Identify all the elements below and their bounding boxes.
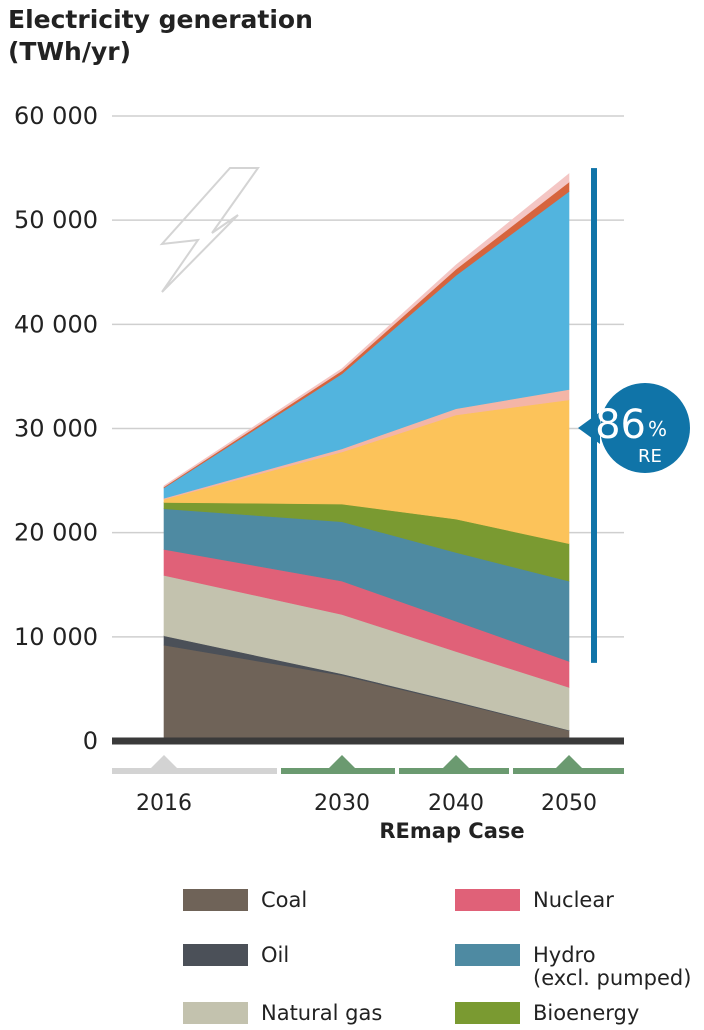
chart-title-unit: (TWh/yr)	[8, 37, 131, 66]
y-tick-label: 30 000	[14, 415, 98, 443]
legend: Coal Nuclear Oil Hydro(excl. pumped) Natural…	[183, 888, 691, 1025]
y-tick-label: 60 000	[14, 102, 98, 130]
y-tick-label: 40 000	[14, 310, 98, 338]
timeline-marker-2050	[555, 755, 583, 769]
re-share-unit: %	[648, 417, 667, 441]
y-tick-label: 20 000	[14, 519, 98, 547]
re-share-bar	[591, 168, 597, 663]
legend-label-nuclear: Nuclear	[533, 888, 614, 912]
re-badge-pointer	[578, 412, 600, 444]
legend-swatch-oil	[183, 944, 248, 966]
legend-swatch-hydro	[455, 944, 520, 966]
timeline-segment-base	[112, 768, 277, 774]
x-axis-tick-labels: 2016 2030 2040 2050	[136, 791, 597, 816]
timeline-segment-2040	[399, 768, 509, 774]
re-share-label: RE	[638, 446, 662, 467]
stacked-areas	[163, 173, 570, 742]
re-share-value: 86	[595, 402, 646, 448]
x-tick-label: 2016	[136, 791, 192, 816]
timeline-marker-2016	[150, 755, 178, 769]
re-share-badge	[600, 383, 690, 473]
legend-label-oil: Oil	[261, 943, 289, 967]
chart-title: Electricity generation	[8, 5, 313, 34]
lightning-bolt-icon	[159, 167, 260, 293]
legend-label-bioenergy: Bioenergy	[533, 1001, 639, 1025]
legend-swatch-bioenergy	[455, 1002, 520, 1024]
timeline-marker-2030	[328, 755, 356, 769]
timeline-markers	[112, 755, 624, 774]
legend-label-hydro: Hydro	[533, 943, 596, 967]
legend-label-natural-gas: Natural gas	[261, 1001, 382, 1025]
x-axis-sublabel: REmap Case	[379, 819, 524, 843]
legend-swatch-coal	[183, 889, 248, 911]
x-tick-label: 2050	[541, 791, 597, 816]
timeline-segment-2050	[513, 768, 624, 774]
timeline-segment-2030	[281, 768, 395, 774]
x-tick-label: 2040	[428, 791, 484, 816]
legend-swatch-nuclear	[455, 889, 520, 911]
renewable-share-indicator: 86 % RE	[578, 168, 690, 663]
legend-swatch-natural-gas	[183, 1002, 248, 1024]
y-tick-label: 10 000	[14, 623, 98, 651]
y-tick-label: 50 000	[14, 206, 98, 234]
y-axis-tick-labels: 0 10 000 20 000 30 000 40 000 50 000 60 000	[14, 102, 98, 755]
legend-label-hydro-detail: (excl. pumped)	[533, 966, 691, 990]
timeline-marker-2040	[442, 755, 470, 769]
area-other-2	[163, 173, 570, 488]
y-tick-label: 0	[83, 727, 98, 755]
x-tick-label: 2030	[314, 791, 370, 816]
legend-label-coal: Coal	[261, 888, 307, 912]
